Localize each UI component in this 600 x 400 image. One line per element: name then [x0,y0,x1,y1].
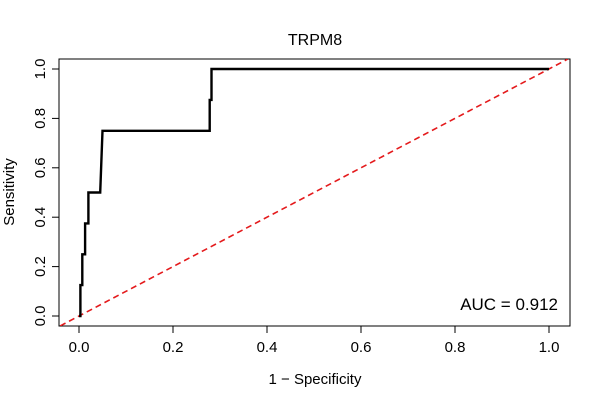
x-axis: 0.0 0.2 0.4 0.6 0.8 1.0 [69,325,560,356]
series-layer [59,59,569,326]
y-tick-label: 0.2 [32,256,49,277]
x-tick-label: 0.8 [445,339,466,356]
y-tick-label: 0.0 [32,306,49,327]
x-tick-label: 1.0 [539,339,560,356]
y-tick-label: 0.6 [32,157,49,178]
x-axis-label: 1 − Specificity [269,371,362,388]
y-axis: 0.0 0.2 0.4 0.6 0.8 1.0 [32,59,60,327]
x-tick-label: 0.6 [351,339,372,356]
x-tick-label: 0.0 [69,339,90,356]
reference-diagonal-line [59,59,569,326]
y-tick-label: 1.0 [32,59,49,80]
roc-curve-line [79,67,549,318]
x-tick-label: 0.2 [163,339,184,356]
y-tick-label: 0.8 [32,108,49,129]
y-tick-label: 0.4 [32,207,49,228]
chart-title: TRPM8 [288,32,342,49]
y-axis-label: Sensitivity [1,158,18,226]
auc-annotation: AUC = 0.912 [460,295,558,314]
x-tick-label: 0.4 [257,339,278,356]
